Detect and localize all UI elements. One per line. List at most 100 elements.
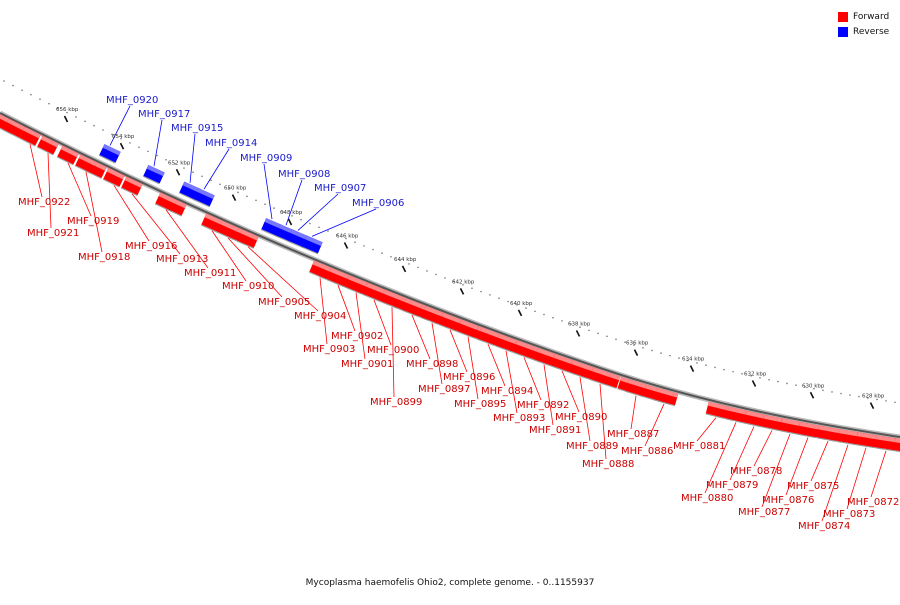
gene-feature[interactable] — [142, 164, 165, 185]
gene-feature[interactable] — [345, 275, 367, 295]
gene-label[interactable]: MHF_0922 — [18, 197, 70, 208]
gene-label[interactable]: MHF_0880 — [681, 493, 733, 504]
gene-label[interactable]: MHF_0895 — [454, 399, 506, 410]
gene-feature[interactable] — [653, 387, 675, 406]
gene-feature[interactable] — [74, 154, 97, 175]
gene-feature[interactable] — [120, 176, 143, 197]
label-leader — [263, 163, 273, 220]
gene-label[interactable]: MHF_0894 — [481, 386, 533, 397]
label-leader — [561, 370, 580, 413]
gene-feature[interactable] — [18, 126, 41, 147]
gene-label[interactable]: MHF_0890 — [555, 412, 607, 423]
gene-label[interactable]: MHF_0877 — [738, 507, 790, 518]
gene-label[interactable]: MHF_0918 — [78, 252, 130, 263]
scale-tick: 650 kbp — [224, 186, 247, 201]
gene-feature[interactable] — [327, 268, 349, 288]
gene-label[interactable]: MHF_0886 — [621, 446, 673, 457]
gene-feature[interactable] — [236, 229, 259, 249]
gene-feature[interactable] — [192, 187, 215, 208]
gene-label[interactable]: MHF_0875 — [787, 481, 839, 492]
gene-feature[interactable] — [876, 435, 896, 452]
gene-label[interactable]: MHF_0900 — [367, 345, 419, 356]
gene-label[interactable]: MHF_0906 — [352, 198, 404, 209]
gene-feature[interactable] — [797, 421, 818, 439]
gene-label[interactable]: MHF_0903 — [303, 344, 355, 355]
legend-reverse[interactable]: Reverse — [838, 24, 889, 39]
gene-feature[interactable] — [837, 429, 858, 446]
gene-feature[interactable] — [779, 418, 800, 435]
gene-feature[interactable] — [817, 425, 838, 442]
gene-label[interactable]: MHF_0909 — [240, 153, 292, 164]
gene-label[interactable]: MHF_0892 — [517, 400, 569, 411]
svg-text:648 kbp: 648 kbp — [280, 210, 303, 216]
gene-label[interactable]: MHF_0881 — [673, 441, 725, 452]
gene-label[interactable]: MHF_0908 — [278, 169, 330, 180]
gene-label[interactable]: MHF_0897 — [418, 384, 470, 395]
gene-feature[interactable] — [216, 220, 239, 240]
gene-feature[interactable] — [725, 406, 747, 424]
gene-label[interactable]: MHF_0873 — [823, 509, 875, 520]
scale-tick: 638 kbp — [568, 321, 591, 337]
gene-label[interactable]: MHF_0893 — [493, 413, 545, 424]
gene-label[interactable]: MHF_0889 — [566, 441, 618, 452]
gene-feature[interactable] — [743, 410, 765, 428]
gene-label[interactable]: MHF_0920 — [106, 95, 158, 106]
gene-label[interactable]: MHF_0899 — [370, 397, 422, 408]
label-leader — [543, 364, 554, 426]
gene-feature[interactable] — [308, 260, 331, 280]
gene-feature[interactable] — [569, 360, 591, 379]
gene-feature[interactable] — [381, 290, 403, 309]
gene-label[interactable]: MHF_0911 — [184, 268, 236, 279]
gene-feature[interactable] — [457, 319, 479, 339]
gene-feature[interactable] — [855, 432, 876, 449]
gene-feature[interactable] — [551, 354, 573, 373]
gene-label[interactable]: MHF_0874 — [798, 521, 850, 532]
gene-feature[interactable] — [56, 145, 79, 166]
scale-tick: 656 kbp — [56, 107, 79, 123]
gene-label[interactable]: MHF_0887 — [607, 429, 659, 440]
gene-feature[interactable] — [102, 168, 125, 188]
gene-label[interactable]: MHF_0876 — [762, 495, 814, 506]
gene-label[interactable]: MHF_0910 — [222, 281, 274, 292]
svg-text:632 kbp: 632 kbp — [744, 372, 767, 378]
gene-feature[interactable] — [200, 213, 223, 233]
gene-label[interactable]: MHF_0891 — [529, 425, 581, 436]
gene-label[interactable]: MHF_0915 — [171, 123, 223, 134]
gene-feature[interactable] — [761, 414, 783, 432]
gene-feature[interactable] — [36, 135, 59, 156]
gene-label[interactable]: MHF_0878 — [730, 466, 782, 477]
gene-label[interactable]: MHF_0904 — [294, 311, 346, 322]
legend-forward[interactable]: Forward — [838, 9, 889, 24]
gene-feature[interactable] — [533, 347, 555, 367]
gene-feature[interactable] — [154, 192, 177, 212]
gene-label[interactable]: MHF_0921 — [27, 228, 79, 239]
gene-label[interactable]: MHF_0896 — [443, 372, 495, 383]
gene-feature[interactable] — [421, 306, 443, 325]
gene-feature[interactable] — [477, 327, 499, 346]
gene-label[interactable]: MHF_0916 — [125, 241, 177, 252]
gene-label[interactable]: MHF_0913 — [156, 254, 208, 265]
label-leader — [761, 433, 791, 508]
gene-label[interactable]: MHF_0914 — [205, 138, 257, 149]
gene-feature[interactable] — [363, 282, 385, 302]
gene-label[interactable]: MHF_0872 — [847, 497, 899, 508]
gene-label[interactable]: MHF_0905 — [258, 297, 310, 308]
gene-label[interactable]: MHF_0898 — [406, 359, 458, 370]
gene-feature[interactable] — [589, 367, 611, 386]
gene-label[interactable]: MHF_0919 — [67, 216, 119, 227]
gene-feature[interactable] — [300, 235, 323, 255]
gene-label[interactable]: MHF_0901 — [341, 359, 393, 370]
gene-feature[interactable] — [401, 298, 423, 317]
gene-feature[interactable] — [495, 334, 517, 353]
gene-feature-unlabeled[interactable] — [2, 118, 25, 139]
gene-label[interactable]: MHF_0879 — [706, 480, 758, 491]
gene-feature[interactable] — [705, 401, 727, 419]
gene-label[interactable]: MHF_0902 — [331, 331, 383, 342]
gene-label[interactable]: MHF_0888 — [582, 459, 634, 470]
gene-feature[interactable] — [625, 379, 647, 397]
gene-label[interactable]: MHF_0907 — [314, 183, 366, 194]
gene-feature[interactable] — [439, 312, 461, 332]
gene-label[interactable]: MHF_0917 — [138, 109, 190, 120]
gene-feature[interactable] — [513, 340, 535, 359]
gene-feature[interactable] — [98, 144, 121, 164]
